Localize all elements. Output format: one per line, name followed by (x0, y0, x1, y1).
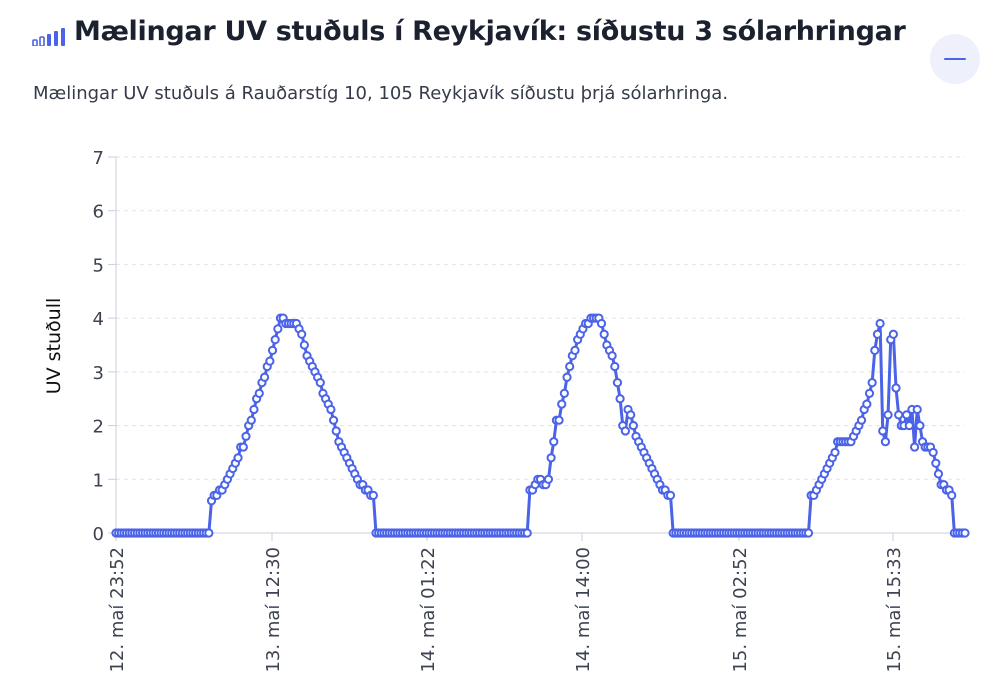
data-point[interactable] (878, 426, 888, 436)
x-axis-ticks: 12. maí 23:52 13. maí 12:30 14. maí 01:22 1… (107, 533, 905, 673)
chart-header: Mælingar UV stuðuls í Reykjavík: síðustu… (32, 14, 980, 84)
data-point[interactable] (254, 388, 264, 398)
data-point[interactable] (875, 318, 885, 329)
page-title: Mælingar UV stuðuls í Reykjavík: síðustu… (74, 16, 906, 47)
y-axis-ticks: 0 1 2 3 4 5 6 7 (93, 148, 116, 545)
x-tick-label-1: 13. maí 12:30 (263, 547, 284, 673)
data-point[interactable] (565, 361, 575, 372)
data-point[interactable] (628, 420, 638, 431)
data-point[interactable] (562, 372, 572, 382)
y-tick-label-3: 3 (93, 363, 104, 384)
data-point[interactable] (265, 356, 275, 366)
data-point[interactable] (326, 404, 336, 415)
data-point[interactable] (331, 426, 341, 436)
data-point[interactable] (870, 345, 880, 355)
data-point[interactable] (830, 447, 840, 458)
x-tick-label-2: 14. maí 01:22 (418, 547, 439, 673)
data-point[interactable] (947, 490, 957, 500)
data-point[interactable] (960, 528, 970, 538)
data-point[interactable] (233, 453, 243, 463)
data-point[interactable] (933, 469, 944, 479)
data-point[interactable] (522, 528, 532, 538)
chart-grid (116, 156, 965, 480)
series-uv (111, 313, 970, 538)
data-point[interactable] (273, 324, 283, 334)
chart-description: Mælingar UV stuðuls á Rauðarstíg 10, 105… (33, 83, 729, 104)
data-point[interactable] (297, 329, 307, 339)
data-point[interactable] (872, 329, 883, 339)
y-tick-label-0: 0 (93, 524, 104, 545)
data-point[interactable] (610, 361, 620, 372)
bar-chart-icon (32, 28, 65, 46)
data-point[interactable] (368, 490, 378, 500)
data-point[interactable] (665, 490, 676, 500)
y-tick-label-1: 1 (93, 470, 104, 491)
data-point[interactable] (883, 410, 893, 420)
data-point[interactable] (909, 442, 920, 452)
data-point[interactable] (549, 437, 559, 447)
data-point[interactable] (912, 404, 922, 415)
x-tick-label-0: 12. maí 23:52 (107, 547, 128, 673)
data-point[interactable] (241, 431, 251, 441)
data-point[interactable] (557, 399, 567, 409)
data-point[interactable] (607, 351, 617, 361)
x-tick-label-4: 15. maí 02:52 (730, 547, 751, 673)
x-tick-label-3: 14. maí 14:00 (573, 547, 594, 673)
data-point[interactable] (615, 394, 625, 404)
data-point[interactable] (559, 388, 569, 398)
data-point[interactable] (867, 378, 877, 388)
data-point[interactable] (546, 453, 556, 463)
data-point[interactable] (249, 404, 259, 415)
data-point[interactable] (315, 378, 325, 388)
x-tick-label-5: 15. maí 15:33 (884, 547, 905, 673)
minus-icon (944, 58, 966, 60)
data-point[interactable] (299, 340, 309, 350)
data-point[interactable] (543, 474, 554, 484)
data-point[interactable] (204, 528, 214, 538)
data-point[interactable] (902, 410, 912, 420)
y-tick-label-7: 7 (93, 148, 104, 169)
data-point[interactable] (620, 426, 631, 436)
data-point[interactable] (259, 372, 270, 382)
data-point[interactable] (270, 335, 280, 345)
data-point[interactable] (803, 528, 814, 538)
data-point[interactable] (554, 415, 564, 425)
data-point[interactable] (570, 345, 580, 355)
chart-axes (115, 157, 965, 534)
data-point[interactable] (891, 383, 901, 393)
y-tick-label-6: 6 (93, 202, 104, 223)
data-point[interactable] (626, 410, 636, 420)
data-point[interactable] (612, 378, 623, 388)
data-point[interactable] (596, 318, 607, 329)
data-point[interactable] (888, 329, 898, 339)
data-point[interactable] (862, 399, 872, 409)
data-point[interactable] (246, 415, 256, 425)
data-point[interactable] (267, 345, 278, 355)
collapse-button[interactable] (930, 34, 980, 84)
y-tick-label-2: 2 (93, 417, 104, 438)
y-axis-label: UV stuðull (43, 298, 65, 395)
data-point[interactable] (328, 415, 339, 425)
data-point[interactable] (894, 410, 904, 420)
y-tick-label-4: 4 (93, 309, 104, 330)
data-point[interactable] (928, 447, 938, 458)
data-point[interactable] (904, 420, 914, 431)
data-point[interactable] (856, 415, 867, 425)
y-tick-label-5: 5 (93, 255, 104, 276)
data-point[interactable] (915, 420, 925, 431)
data-point[interactable] (931, 458, 941, 468)
data-point[interactable] (599, 329, 609, 339)
data-point[interactable] (238, 442, 248, 452)
data-point[interactable] (880, 437, 891, 447)
data-point[interactable] (864, 388, 875, 398)
